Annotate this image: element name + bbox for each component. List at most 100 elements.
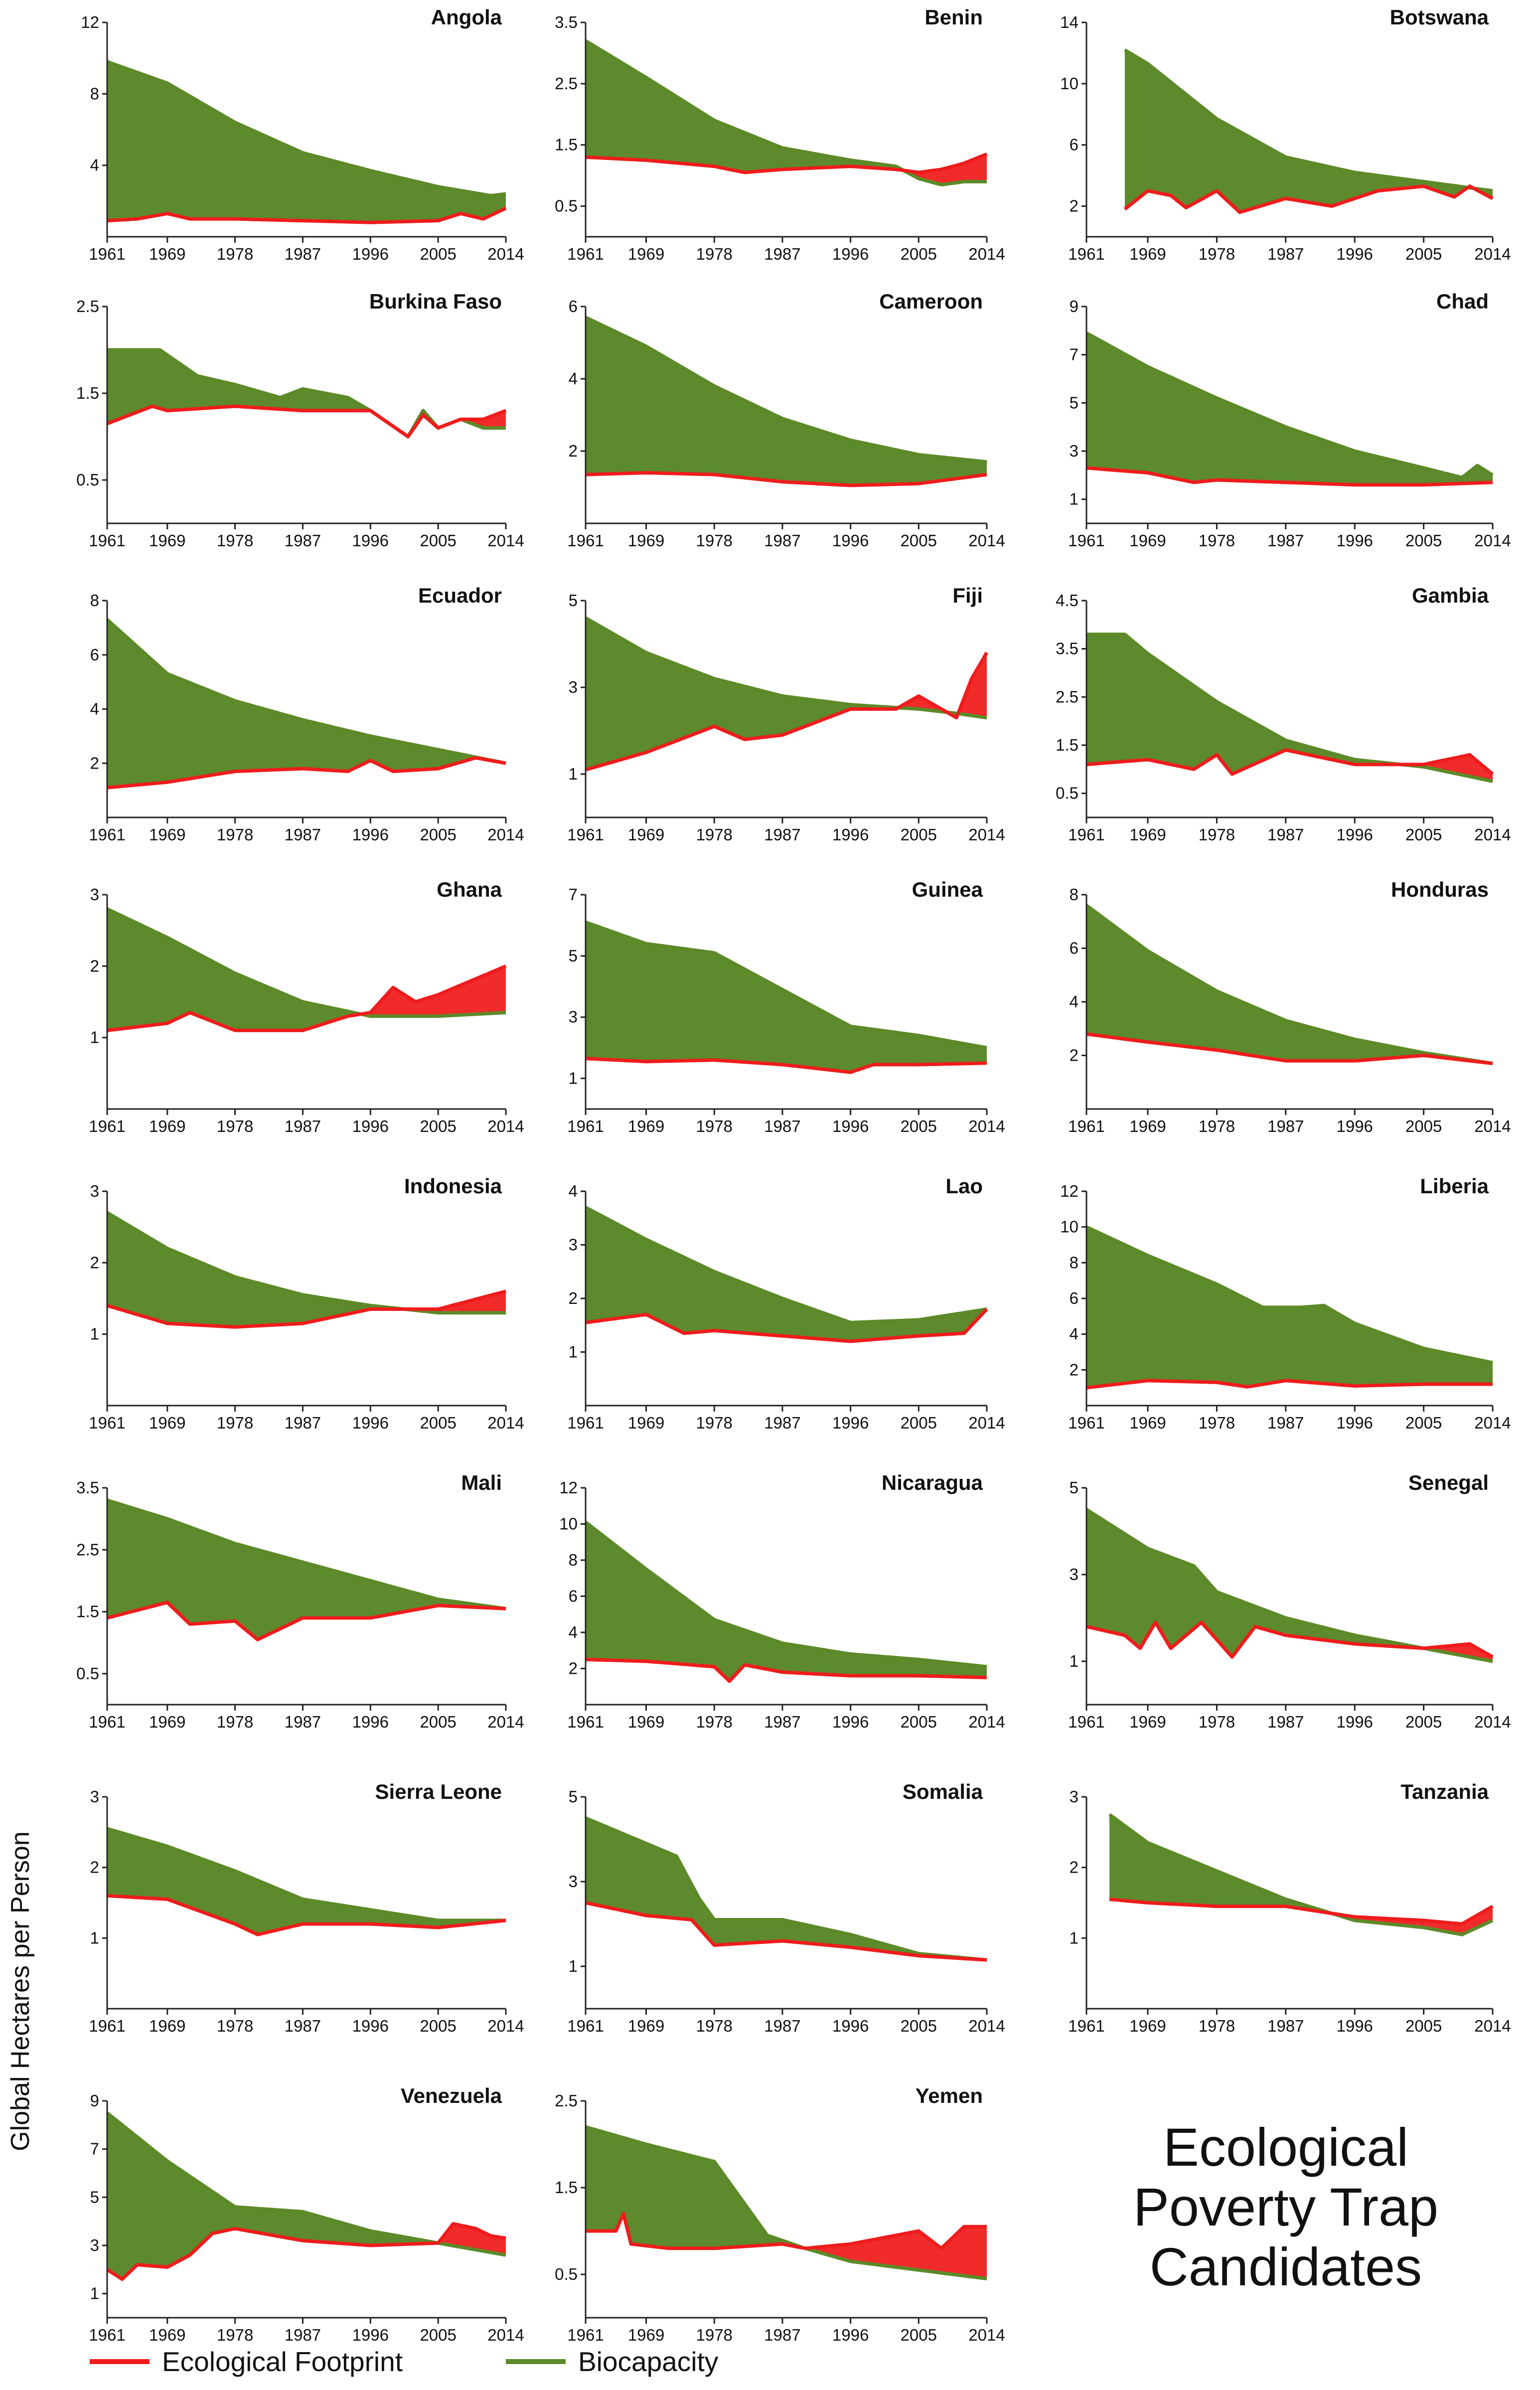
reserve-area-angola [107, 61, 506, 223]
x-tick-label-lao: 2005 [901, 1414, 937, 1432]
biocapacity-line-sierra-leone [107, 1827, 506, 1922]
y-tick-label-liberia: 2 [1070, 1360, 1078, 1379]
footprint-line-sierra-leone [107, 1894, 506, 1936]
x-tick-label-angola: 1969 [149, 245, 185, 263]
x-tick-label-benin: 1996 [832, 245, 869, 263]
biocapacity-line-angola [106, 60, 506, 198]
x-tick-label-fiji: 1978 [696, 825, 732, 844]
y-tick-label-ghana: 2 [90, 956, 99, 975]
footprint-line-guinea [585, 1057, 987, 1074]
biocapacity-line-botswana [1124, 48, 1493, 193]
y-tick-label-indonesia: 2 [90, 1253, 99, 1272]
x-tick-label-sierra-leone: 1961 [89, 2017, 125, 2035]
y-tick-label-tanzania: 3 [1070, 1787, 1078, 1806]
x-tick-label-venezuela: 1969 [149, 2326, 185, 2344]
x-tick-label-somalia: 1978 [696, 2017, 732, 2035]
deficit-area-ghana [107, 909, 506, 1016]
chart-panel-ecuador: 2 4 6 8 1961 1969 1978 1987 1996 2005 2014 Ecuador [89, 584, 524, 844]
reserve-area-chad [1086, 333, 1493, 485]
y-tick-label-yemen: 0.5 [555, 2265, 578, 2283]
x-tick-label-sierra-leone: 1996 [352, 2017, 389, 2035]
x-tick-label-yemen: 2005 [901, 2326, 937, 2344]
x-tick-label-fiji: 1961 [567, 825, 604, 844]
x-tick-label-guinea: 1996 [832, 1117, 869, 1135]
chart-panel-ghana: 1 2 3 1961 1969 1978 1987 1996 2005 2014 Ghana [89, 878, 524, 1135]
panel-title-gambia: Gambia [1412, 584, 1489, 607]
x-tick-label-tanzania: 2014 [1474, 2017, 1511, 2035]
footprint-line-honduras [1086, 1032, 1493, 1066]
x-tick-label-gambia: 2005 [1405, 825, 1442, 844]
y-tick-label-burkina-faso: 0.5 [76, 471, 99, 489]
x-tick-label-mali: 2005 [420, 1713, 456, 1731]
footprint-line-ghana [107, 964, 507, 1032]
x-tick-label-guinea: 1987 [764, 1117, 800, 1135]
reserve-area-gambia [1086, 634, 1493, 782]
y-tick-label-chad: 7 [1070, 345, 1078, 364]
x-tick-label-somalia: 1961 [567, 2017, 604, 2035]
x-tick-label-lao: 1978 [696, 1414, 732, 1432]
x-tick-label-angola: 1978 [217, 245, 253, 263]
chart-panel-guinea: 1 3 5 7 1961 1969 1978 1987 1996 2005 2014 Guinea [567, 878, 1005, 1135]
x-tick-label-somalia: 1987 [764, 2017, 800, 2035]
x-tick-label-mali: 1969 [149, 1713, 185, 1731]
chart-panel-fiji: 1 3 5 1961 1969 1978 1987 1996 2005 2014 Fiji [567, 584, 1005, 844]
y-tick-label-benin: 0.5 [555, 197, 578, 215]
footprint-line-fiji [585, 651, 989, 772]
panel-title-liberia: Liberia [1420, 1174, 1489, 1198]
panel-title-chad: Chad [1436, 290, 1489, 313]
y-tick-label-guinea: 3 [569, 1008, 578, 1026]
chart-panel-somalia: 1 3 5 1961 1969 1978 1987 1996 2005 2014 Somalia [567, 1780, 1005, 2035]
y-tick-label-fiji: 3 [569, 678, 578, 696]
x-tick-label-liberia: 1978 [1199, 1414, 1235, 1432]
reserve-area-guinea [586, 922, 987, 1073]
x-tick-label-fiji: 2014 [968, 825, 1005, 844]
y-tick-label-chad: 3 [1070, 442, 1078, 460]
x-tick-label-indonesia: 1969 [149, 1414, 185, 1432]
x-tick-label-botswana: 2005 [1405, 245, 1442, 263]
deficit-area-venezuela [107, 2113, 506, 2255]
x-tick-label-venezuela: 1961 [89, 2326, 125, 2344]
reserve-area-venezuela [107, 2113, 506, 2279]
chart-panel-sierra-leone: 1 2 3 1961 1969 1978 1987 1996 2005 2014 Sierra Le… [89, 1780, 524, 2035]
panel-title-botswana: Botswana [1390, 5, 1489, 29]
reserve-area-ghana [107, 909, 506, 1031]
y-tick-label-chad: 5 [1070, 393, 1078, 412]
x-tick-label-ecuador: 1978 [217, 825, 253, 844]
reserve-area-indonesia [107, 1213, 506, 1327]
footprint-line-lao [585, 1308, 988, 1343]
chart-panel-yemen: 0.5 1.5 2.5 1961 1969 1978 1987 1996 2005 2014 Yem… [555, 2084, 1005, 2344]
footprint-line-senegal [1086, 1620, 1494, 1659]
y-tick-label-yemen: 2.5 [555, 2091, 578, 2110]
y-tick-label-somalia: 3 [569, 1872, 578, 1891]
y-tick-label-botswana: 10 [1060, 74, 1078, 93]
x-tick-label-burkina-faso: 2005 [420, 531, 456, 550]
y-tick-label-cameroon: 6 [569, 297, 578, 316]
y-tick-label-liberia: 10 [1060, 1218, 1078, 1236]
x-tick-label-yemen: 1969 [628, 2326, 664, 2344]
y-tick-label-sierra-leone: 1 [90, 1928, 99, 1947]
y-tick-label-venezuela: 1 [90, 2284, 99, 2303]
x-tick-label-cameroon: 2005 [901, 531, 937, 550]
x-tick-label-liberia: 1996 [1336, 1414, 1373, 1432]
x-tick-label-chad: 1969 [1129, 531, 1166, 550]
x-tick-label-somalia: 2014 [968, 2017, 1005, 2035]
x-tick-label-indonesia: 1996 [352, 1414, 389, 1432]
biocapacity-line-gambia [1086, 633, 1493, 783]
x-tick-label-somalia: 1996 [832, 2017, 869, 2035]
x-tick-label-ecuador: 1996 [352, 825, 389, 844]
deficit-area-yemen [586, 2127, 987, 2279]
x-tick-label-mali: 1961 [89, 1713, 125, 1731]
y-tick-label-honduras: 4 [1070, 992, 1078, 1011]
panel-title-cameroon: Cameroon [879, 290, 983, 313]
x-tick-label-ghana: 1987 [285, 1117, 321, 1135]
x-tick-label-yemen: 1996 [832, 2326, 869, 2344]
reserve-area-lao [586, 1207, 987, 1341]
x-tick-label-venezuela: 1996 [352, 2326, 389, 2344]
x-tick-label-sierra-leone: 1987 [285, 2017, 321, 2035]
x-tick-label-nicaragua: 1996 [832, 1713, 869, 1731]
biocapacity-line-yemen [585, 2125, 987, 2281]
y-tick-label-guinea: 1 [569, 1069, 578, 1088]
x-tick-label-burkina-faso: 2014 [487, 531, 524, 550]
footprint-line-burkina-faso [106, 404, 507, 439]
